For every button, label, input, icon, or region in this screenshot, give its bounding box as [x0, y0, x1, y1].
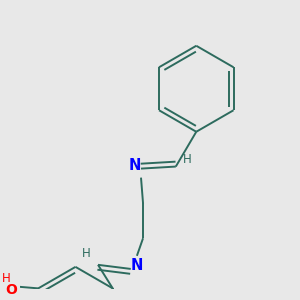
Text: O: O — [6, 284, 18, 297]
Text: H: H — [2, 272, 11, 286]
Text: N: N — [131, 258, 143, 273]
Text: H: H — [183, 153, 192, 166]
Text: H: H — [82, 247, 91, 260]
Text: N: N — [129, 158, 141, 173]
